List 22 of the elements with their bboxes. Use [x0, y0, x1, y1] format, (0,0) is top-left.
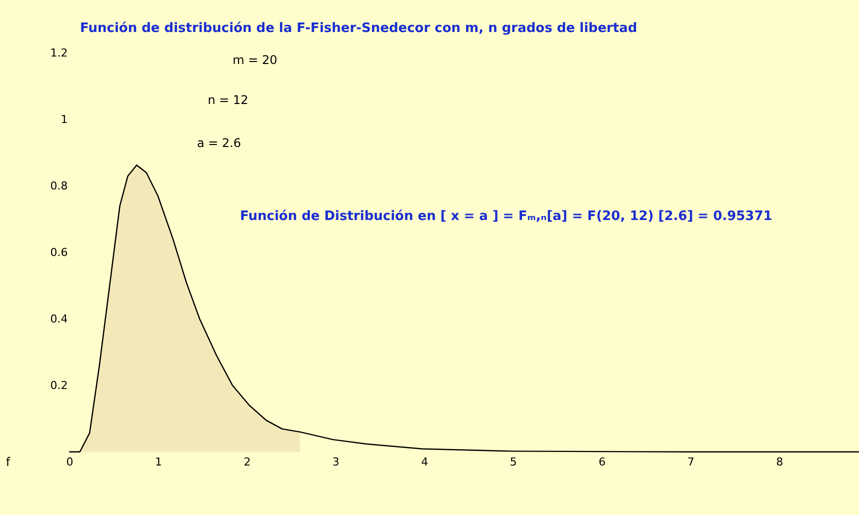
y-tick-label: 1.2: [50, 46, 68, 60]
x-tick-label: 4: [421, 455, 428, 468]
line-series: [68, 164, 859, 452]
annotation: m = 20: [232, 53, 278, 67]
y-tick-label: 0.6: [50, 246, 68, 260]
annotation: a = 2.6: [196, 136, 242, 150]
x-tick-label: 5: [510, 455, 517, 468]
y-tick-label: 0.4: [50, 312, 68, 326]
x-tick-label: 8: [776, 455, 784, 468]
x-tick-label: 0: [66, 455, 74, 468]
x-tick-label: 7: [687, 455, 694, 468]
x-tick-label: 3: [332, 455, 340, 468]
y-tick-label: 0.8: [50, 180, 68, 193]
x-tick-label: 1: [154, 455, 162, 468]
y-tick-label: 1: [60, 113, 68, 126]
annotation: n = 12: [208, 93, 248, 107]
x-tick-label: 2: [244, 455, 251, 468]
text: Función de distribución de la F-Fisher-Snedecor con m, n grados de libertad: [80, 21, 638, 36]
annotation: f: [6, 455, 11, 469]
x-tick-label: 6: [598, 455, 606, 468]
y-tick-label: 0.2: [50, 378, 68, 392]
annotation: Función de Distribución en [ x = a ] = Fₘ,ₙ[a] = F(20, 12) [2.6] = 0.95371: [240, 209, 772, 224]
